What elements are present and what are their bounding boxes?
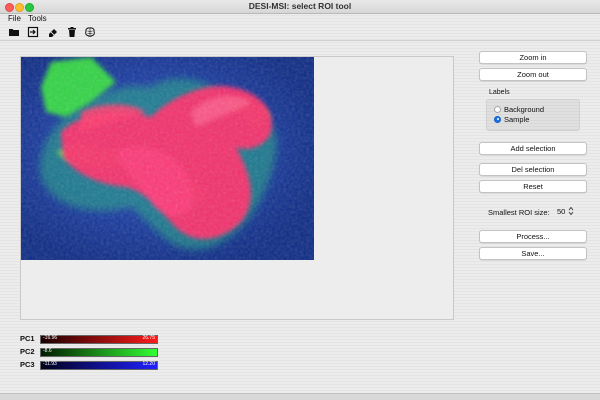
close-window-button[interactable] <box>5 3 14 12</box>
folder-open-icon[interactable] <box>8 26 20 38</box>
roi-size-value[interactable]: 50 <box>557 207 566 216</box>
pc3-colorbar: -11.93 12.20 <box>40 361 158 370</box>
reset-button[interactable]: Reset <box>479 180 587 193</box>
pc1-max-value: 26.75 <box>142 335 155 341</box>
pc3-min-value: -11.93 <box>43 361 57 367</box>
window-bottom-edge <box>0 393 600 400</box>
radio-background-indicator[interactable] <box>494 105 501 113</box>
labels-group-title: Labels <box>489 89 510 96</box>
radio-background-label: Background <box>504 104 545 114</box>
zoom-in-button[interactable]: Zoom in <box>479 51 587 64</box>
pc3-label: PC3 <box>20 360 35 369</box>
menu-bar: File Tools <box>0 13 600 24</box>
pc2-min-value: -8.6 <box>43 348 52 354</box>
zoom-out-button[interactable]: Zoom out <box>479 68 587 81</box>
roi-size-spinbox[interactable]: 50 <box>557 206 583 218</box>
pc1-colorbar: -16.96 26.75 <box>40 335 158 344</box>
menu-file[interactable]: File <box>8 14 21 23</box>
save-button[interactable]: Save... <box>479 247 587 260</box>
msi-heatmap-image[interactable] <box>21 57 314 260</box>
stepper-arrows-icon[interactable] <box>568 206 574 216</box>
pc3-max-value: 12.20 <box>142 361 155 367</box>
radio-sample-label: Sample <box>504 114 530 124</box>
radio-sample[interactable]: Sample <box>494 114 529 124</box>
trash-icon[interactable] <box>66 26 78 38</box>
add-selection-button[interactable]: Add selection <box>479 142 587 155</box>
pc2-colorbar: -8.6 <box>40 348 158 357</box>
toolbar <box>0 24 600 41</box>
maximize-window-button[interactable] <box>25 3 34 12</box>
window-title: DESI-MSI: select ROI tool <box>248 1 352 11</box>
pc1-min-value: -16.96 <box>43 335 58 341</box>
process-button[interactable]: Process... <box>479 230 587 243</box>
radio-background[interactable]: Background <box>494 104 544 114</box>
minimize-window-button[interactable] <box>15 3 24 12</box>
pc1-label: PC1 <box>20 334 35 343</box>
image-canvas[interactable] <box>20 56 454 320</box>
eraser-icon[interactable] <box>47 26 59 38</box>
export-icon[interactable] <box>27 26 39 38</box>
menu-tools[interactable]: Tools <box>28 14 47 23</box>
title-bar: DESI-MSI: select ROI tool <box>0 0 600 14</box>
brain-icon[interactable] <box>84 26 96 38</box>
pc2-label: PC2 <box>20 347 35 356</box>
del-selection-button[interactable]: Del selection <box>479 163 587 176</box>
roi-size-label: Smallest ROI size: <box>488 208 550 217</box>
radio-sample-indicator[interactable] <box>494 115 501 123</box>
labels-group <box>486 99 580 131</box>
